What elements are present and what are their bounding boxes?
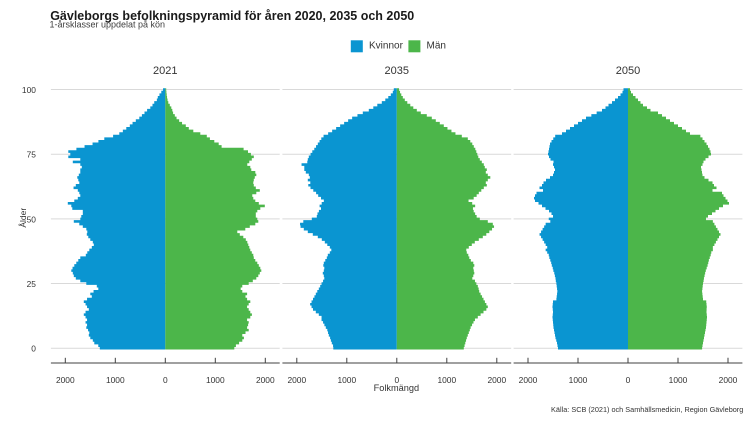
svg-text:0: 0 xyxy=(31,344,36,354)
svg-text:0: 0 xyxy=(394,375,399,385)
svg-text:Ålder: Ålder xyxy=(18,208,28,228)
svg-text:1000: 1000 xyxy=(569,375,588,385)
svg-text:1000: 1000 xyxy=(106,375,125,385)
svg-text:2000: 2000 xyxy=(56,375,75,385)
svg-text:2000: 2000 xyxy=(256,375,275,385)
svg-text:2021: 2021 xyxy=(153,65,177,77)
svg-text:2000: 2000 xyxy=(487,375,506,385)
svg-text:1-årsklasser uppdelat på kön: 1-årsklasser uppdelat på kön xyxy=(50,20,166,30)
svg-text:1000: 1000 xyxy=(669,375,688,385)
svg-text:Män: Män xyxy=(427,41,446,52)
svg-text:1000: 1000 xyxy=(206,375,225,385)
svg-text:1000: 1000 xyxy=(337,375,356,385)
svg-text:2000: 2000 xyxy=(287,375,306,385)
svg-text:2035: 2035 xyxy=(385,65,409,77)
svg-text:1000: 1000 xyxy=(437,375,456,385)
svg-text:75: 75 xyxy=(27,150,37,160)
svg-text:25: 25 xyxy=(27,279,37,289)
svg-text:Kvinnor: Kvinnor xyxy=(369,41,404,52)
svg-text:Källa: SCB (2021) och Samhälls: Källa: SCB (2021) och Samhällsmedicin, R… xyxy=(551,405,743,414)
svg-text:100: 100 xyxy=(22,85,36,95)
svg-text:50: 50 xyxy=(27,214,37,224)
svg-text:0: 0 xyxy=(626,375,631,385)
svg-text:0: 0 xyxy=(163,375,168,385)
svg-text:2050: 2050 xyxy=(616,65,640,77)
svg-text:Folkmängd: Folkmängd xyxy=(374,383,419,393)
svg-text:2000: 2000 xyxy=(519,375,538,385)
svg-text:Gävleborgs befolkningspyramid: Gävleborgs befolkningspyramid för åren 2… xyxy=(50,9,414,23)
svg-text:2000: 2000 xyxy=(719,375,738,385)
